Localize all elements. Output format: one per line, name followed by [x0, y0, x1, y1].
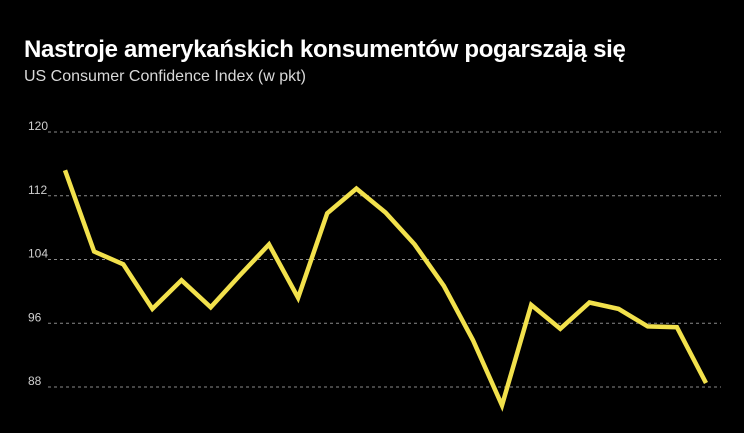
series-line-0: [62, 169, 708, 412]
series-layer: [62, 169, 708, 412]
chart-subtitle: US Consumer Confidence Index (w pkt): [24, 68, 306, 85]
y-tick-label-120: 120: [28, 119, 48, 133]
y-tick-label-112: 112: [28, 183, 47, 197]
y-tick-label-104: 104: [28, 247, 48, 261]
grid-layer: [48, 131, 721, 388]
y-tick-label-88: 88: [28, 374, 42, 388]
y-tick-label-96: 96: [28, 310, 42, 324]
chart-title: Nastroje amerykańskich konsumentów pogar…: [24, 36, 626, 63]
y-axis-labels: 88 96 104 112 120: [28, 119, 48, 388]
